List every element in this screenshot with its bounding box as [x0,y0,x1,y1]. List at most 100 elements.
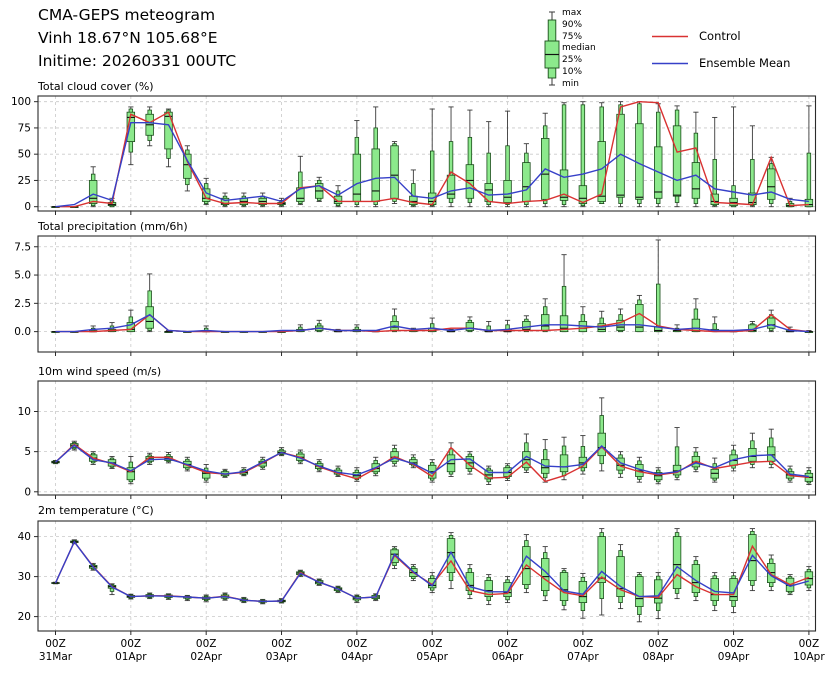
box-plot [314,176,324,202]
box-10-90 [750,159,755,207]
box-plot [522,315,531,333]
box-25-75 [635,576,644,607]
box-25-75 [672,125,682,197]
box-25-75 [748,448,757,462]
box-plot [88,166,98,208]
box-plot [522,143,531,208]
y-tick-label: 50 [18,149,31,161]
box-plot [314,319,324,333]
box-plot [710,457,719,483]
box-plot [484,465,493,486]
panel-frame [37,520,817,632]
box-25-75 [635,304,644,333]
box-plot [654,103,663,208]
box-plot [145,452,154,465]
station-location: Vinh 18.67°N 105.68°E [38,29,218,47]
box-25-75 [465,322,475,331]
legend-label-ensemble-mean: Ensemble Mean [699,56,791,70]
box-plot [484,121,493,208]
box-25-75 [767,446,776,462]
box-25-75 [691,162,701,199]
box-10-90 [712,159,717,207]
box-plot [145,273,154,333]
box-25-75 [126,111,136,142]
box-25-75 [390,145,399,199]
x-tick-label: 00Z 01Apr [115,638,147,663]
box-legend-label: 75% [562,31,583,42]
box-plot [635,101,644,208]
box-25-75 [522,162,531,202]
box-25-75 [559,572,569,601]
box-legend-glyph [544,11,560,86]
box-plot [484,574,493,606]
y-tick-label: 5 [24,446,31,458]
legend-label-control: Control [699,29,741,43]
panel-0: 0 25 50 75 100 [11,95,817,215]
box-legend-label: 10% [562,67,583,77]
panel-1: 0.0 2.5 5.0 7.5 [14,235,817,356]
box-plot [654,467,663,485]
ensemble-mean-line [54,540,810,603]
box-plot [710,116,719,208]
box-plot [559,436,569,481]
box-25-75 [691,318,701,333]
box-25-75 [88,180,98,204]
box-plot [616,308,625,333]
box-plot [691,447,701,473]
ensemble-mean-line [55,313,809,333]
box-plot [409,454,418,469]
box-plot [691,111,701,208]
box-plot [597,102,606,204]
box-legend-label: 25% [562,55,583,66]
panel-frame [37,380,817,496]
box-25-75 [126,467,136,481]
x-tick-label: 00Z 07Apr [567,638,599,663]
y-tick-label: 0 [24,201,31,213]
box-25-75 [201,471,211,479]
box-plot [390,141,399,204]
box-25-75 [503,582,512,597]
box-plot [597,310,606,333]
x-tick-label: 00Z 31Mar [38,638,73,663]
box-plot [729,444,738,472]
panel-title-cloud-cover: Total cloud cover (%) [38,80,154,93]
box-plot [767,554,776,592]
x-tick-label: 00Z 09Apr [717,638,750,663]
box-plot [672,105,682,208]
box-25-75 [597,141,606,202]
box-legend-label: 90% [562,19,583,30]
box-plot [804,105,814,208]
box-plot [201,464,211,483]
box-plot [427,108,437,208]
panel-frame [37,95,817,212]
box-plot [164,108,173,168]
box-legend-label: max [562,8,582,18]
box-plot [578,101,588,208]
box-plot [352,120,362,208]
box-plot [390,308,399,333]
box-legend-label: min [562,78,579,89]
y-tick-label: 25 [18,175,31,187]
box-plot [635,294,644,333]
y-tick-label: 75 [18,122,31,134]
box-10-90 [731,185,736,208]
box-plot [522,534,531,594]
y-tick-label: 0 [24,486,31,498]
box-plot [258,192,267,208]
box-plot [390,444,399,467]
y-tick-label: 100 [11,96,31,108]
y-tick-label: 10 [18,406,31,418]
box-plot [541,112,550,208]
box-10-90 [806,152,812,208]
box-25-75 [729,578,738,601]
box-25-75 [616,556,625,597]
box-plot [522,433,531,473]
ensemble-mean-line [55,121,809,208]
box-25-75 [371,148,380,202]
box-plot [541,439,550,483]
box-plot [503,110,512,208]
y-tick-label: 5.0 [14,270,31,282]
box-25-75 [767,317,776,329]
